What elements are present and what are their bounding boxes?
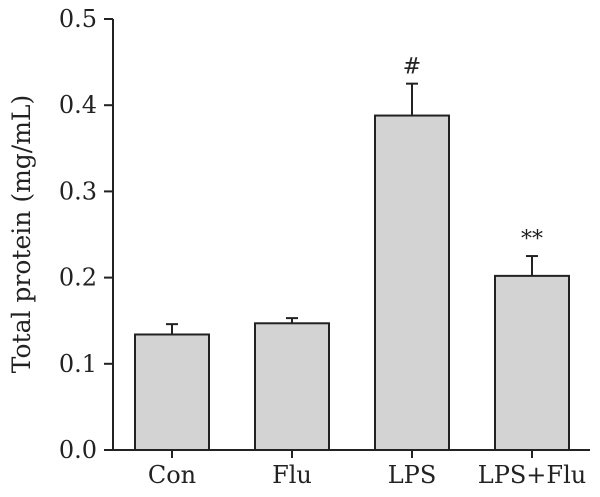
annotations: # ** — [403, 55, 543, 252]
bar-flu — [254, 322, 330, 452]
y-tick-label: 0.5 — [59, 5, 97, 33]
x-tick-label: Con — [148, 461, 196, 489]
y-tick-label: 0.1 — [59, 350, 97, 378]
y-axis-label: Total protein (mg/mL) — [7, 95, 36, 374]
bar-lps-flu — [494, 274, 570, 451]
bars — [134, 114, 570, 452]
y-tick-label: 0.4 — [59, 91, 97, 119]
x-tick-labels: Con Flu LPS LPS+Flu — [148, 450, 586, 489]
y-tick-label: 0.3 — [59, 177, 97, 205]
y-tick-label: 0.2 — [59, 264, 97, 292]
error-bars — [166, 82, 538, 335]
x-tick-label: LPS+Flu — [478, 461, 586, 489]
y-ticks: 0.0 0.1 0.2 0.3 0.4 0.5 — [59, 5, 113, 464]
x-tick-label: Flu — [272, 461, 312, 489]
y-tick-label: 0.0 — [59, 436, 97, 464]
significance-marker: ** — [521, 227, 543, 252]
x-tick-label: LPS — [388, 461, 437, 489]
bar-lps — [374, 114, 450, 451]
significance-marker: # — [403, 55, 421, 80]
bar-con — [134, 333, 210, 452]
